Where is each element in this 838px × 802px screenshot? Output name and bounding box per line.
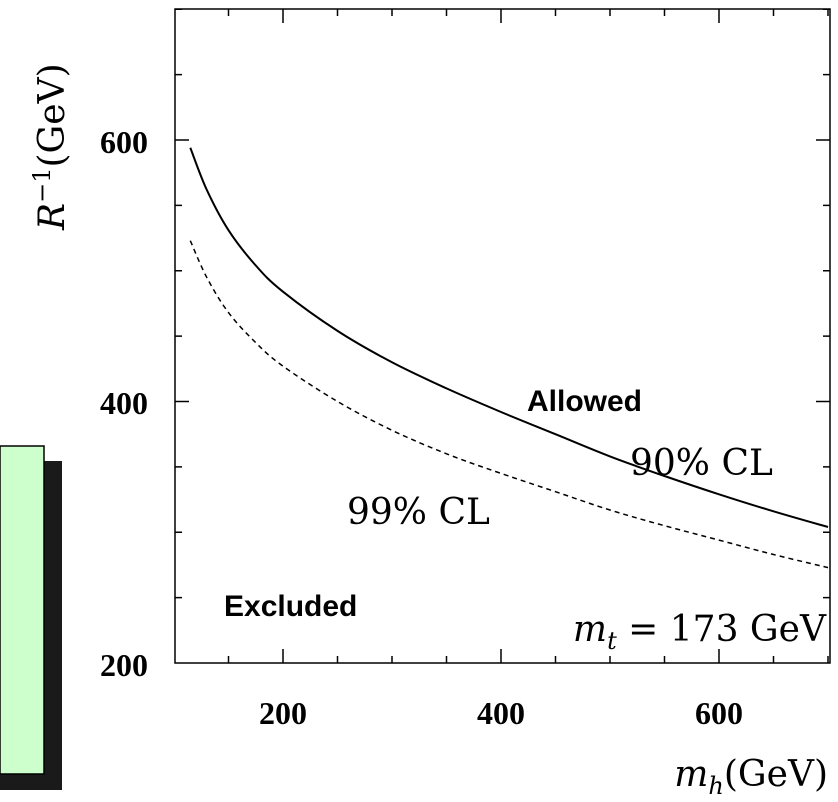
x-tick-label-400: 400 [477,695,525,731]
legend-box [0,445,62,790]
cl99-label: 99% CL [347,492,490,533]
y-axis-label: R−1(GeV) [28,63,73,231]
cl90-label: 90% CL [630,443,773,484]
x-axis-label-var: m [674,754,708,795]
allowed-label: Allowed [527,385,642,418]
x-axis-label-unit: (GeV) [724,754,828,795]
y-axis-label-sup: −1 [28,168,56,203]
top-mass-label: mt = 173 GeV [573,609,827,655]
legend-box-panel [0,445,45,775]
x-axis-label: mh(GeV) [674,754,828,797]
y-tick-label-200: 200 [100,647,148,683]
y-tick-label-600: 600 [100,124,148,160]
x-axis-label-sub: h [708,772,723,797]
curve-99cl-dashed [189,240,829,569]
top-mass-value: = 173 GeV [617,609,827,650]
y-tick-label-400: 400 [100,385,148,421]
excluded-label: Excluded [224,590,357,623]
plot-frame [174,8,831,664]
top-mass-sub: t [607,627,617,655]
curve-group [189,147,829,569]
top-mass-var: m [573,609,607,650]
y-axis-label-var: R [32,203,73,231]
tick-group [175,8,830,663]
x-tick-label-600: 600 [695,695,743,731]
y-axis-label-unit: (GeV) [32,63,73,167]
curve-90cl-solid [189,147,829,528]
x-tick-label-200: 200 [259,695,307,731]
